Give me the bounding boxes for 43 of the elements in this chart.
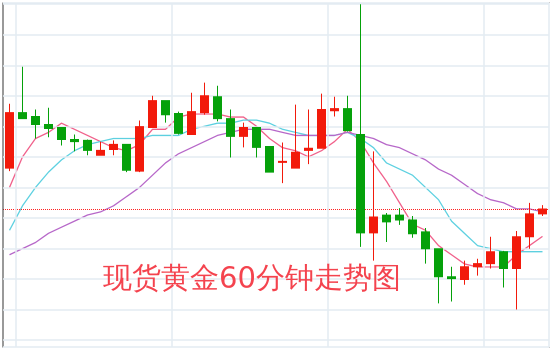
candlestick (239, 122, 248, 148)
candlestick (44, 107, 53, 138)
candlestick (512, 230, 521, 310)
candlestick (473, 258, 482, 276)
candlestick (486, 236, 495, 270)
candlestick (408, 216, 417, 238)
candlestick (57, 127, 66, 146)
candlestick (330, 96, 339, 118)
candlestick (343, 95, 352, 132)
candlestick (213, 85, 222, 122)
candlestick (135, 120, 144, 173)
candlestick (304, 109, 313, 165)
candlestick (434, 248, 443, 304)
candlestick (148, 95, 157, 128)
candlestick (83, 138, 92, 156)
candlestick (460, 260, 469, 286)
candlestick (382, 212, 391, 242)
candlestick (421, 227, 430, 264)
candlestick (538, 204, 547, 217)
text: 现货黄金60分钟走势图 (103, 260, 401, 294)
candlestick (161, 100, 170, 124)
candlestick (122, 144, 131, 173)
candlestick (369, 150, 378, 262)
candlestick (252, 127, 261, 158)
candlestick (187, 92, 196, 136)
candlestick (265, 146, 274, 173)
candlestick (174, 111, 183, 136)
candlestick (395, 208, 404, 226)
candlestick (499, 250, 508, 288)
candlestick (226, 109, 235, 158)
candlestick (525, 202, 534, 250)
candlestick (447, 266, 456, 302)
candlestick (109, 140, 118, 156)
candlestick (356, 4, 365, 248)
candlestick (291, 104, 300, 169)
candlestick (70, 134, 79, 152)
candlestick (278, 142, 287, 184)
candlestick (5, 103, 14, 172)
candlestick (18, 66, 27, 120)
candlestick (96, 141, 105, 156)
candlestick (31, 109, 40, 140)
candlestick (317, 93, 326, 149)
candlestick (200, 82, 209, 116)
